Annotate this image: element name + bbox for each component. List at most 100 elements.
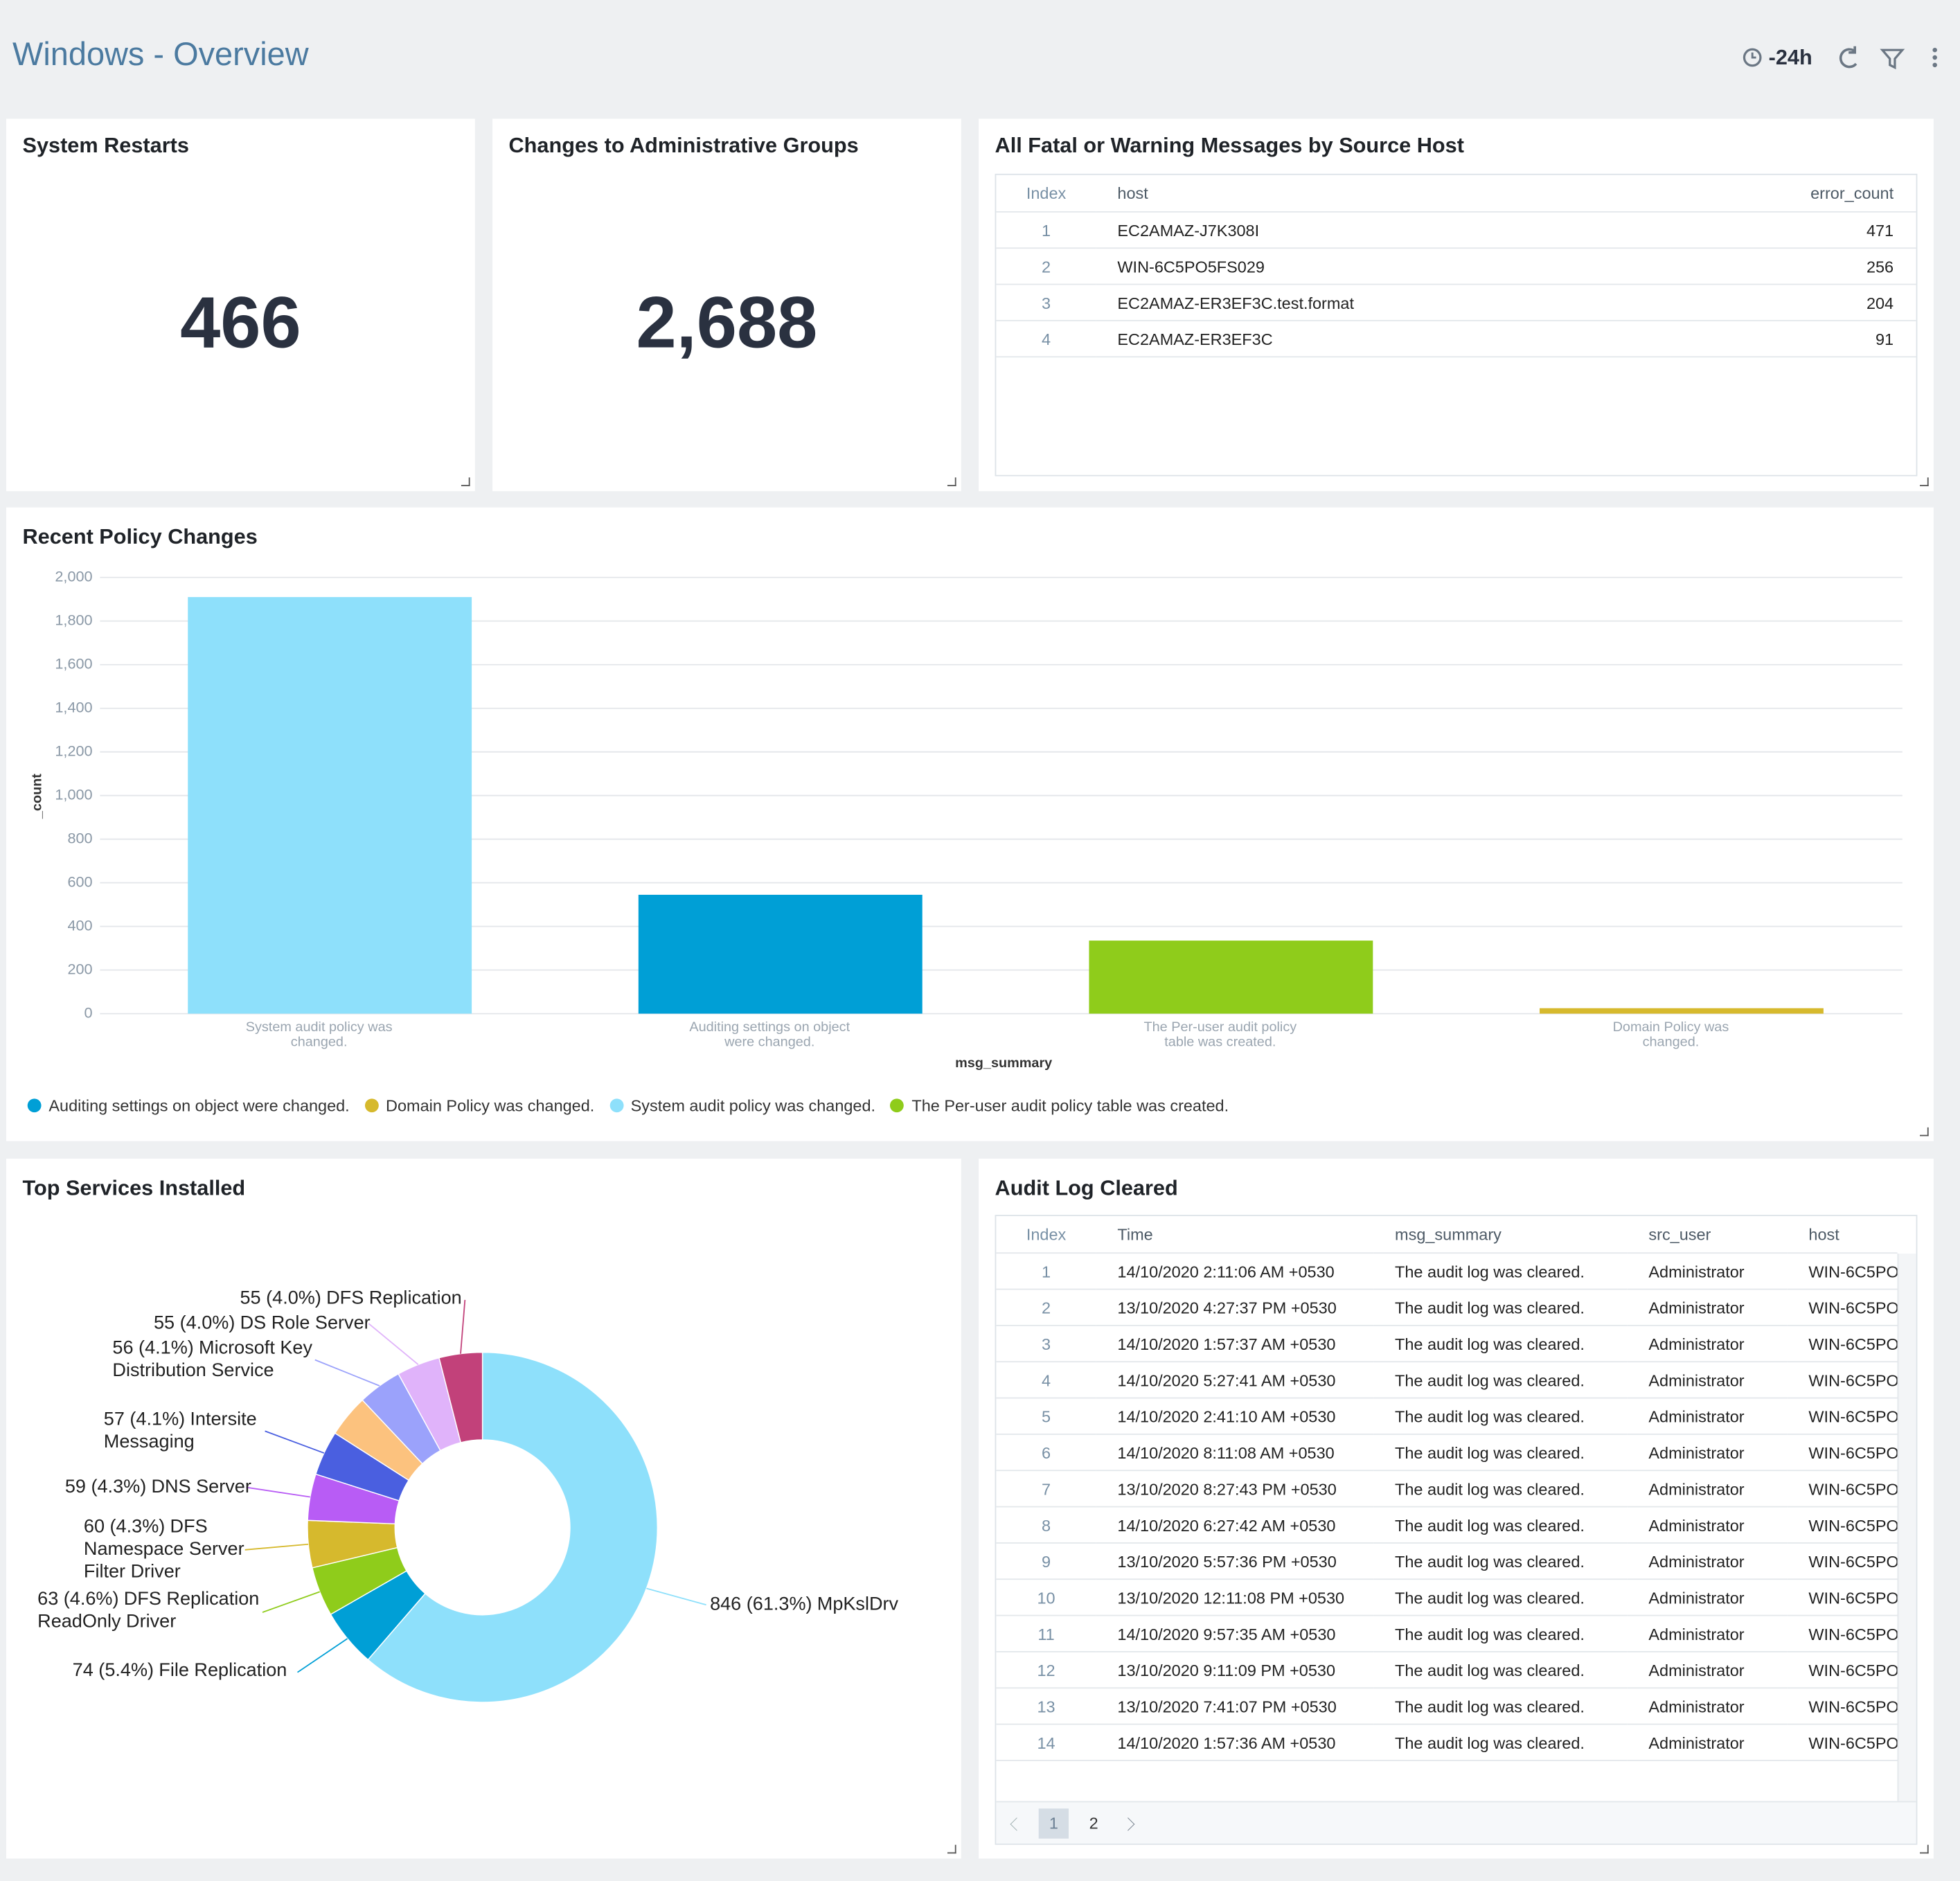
more-icon[interactable] xyxy=(1932,47,1937,68)
resize-handle[interactable] xyxy=(461,477,470,487)
table-cell: EC2AMAZ-J7K308I xyxy=(1096,211,1671,249)
slice-value: 74 (5.4%) xyxy=(72,1659,154,1682)
table-cell: 256 xyxy=(1671,248,1916,285)
leader-line xyxy=(262,1591,321,1613)
table-cell: Administrator xyxy=(1627,1398,1788,1435)
bar xyxy=(188,597,472,1014)
table-cell: WIN-6C5PO xyxy=(1787,1470,1898,1508)
time-range[interactable]: -24h xyxy=(1769,46,1812,69)
table-cell: 3 xyxy=(996,1325,1096,1363)
legend-swatch xyxy=(364,1098,379,1113)
table-cell: 471 xyxy=(1671,211,1916,249)
table-cell: Administrator xyxy=(1627,1688,1788,1725)
legend-item[interactable]: Domain Policy was changed. xyxy=(364,1096,594,1115)
resize-handle[interactable] xyxy=(947,1844,956,1854)
slice-value: 55 (4.0%) xyxy=(153,1312,235,1334)
y-axis-label: _count xyxy=(29,774,44,819)
column-header[interactable]: Index xyxy=(996,175,1096,212)
table-row: 9 13/10/2020 5:57:36 PM +0530 The audit lo… xyxy=(996,1542,1898,1580)
legend-swatch xyxy=(609,1098,623,1113)
table-row: 1 EC2AMAZ-J7K308I 471 xyxy=(996,211,1916,249)
page-number[interactable]: 2 xyxy=(1089,1813,1098,1833)
table-cell: 14/10/2020 5:27:41 AM +0530 xyxy=(1096,1362,1374,1399)
resize-handle[interactable] xyxy=(1920,1127,1929,1136)
leader-line xyxy=(646,1587,706,1606)
table-rows: 1 14/10/2020 2:11:06 AM +0530 The audit lo… xyxy=(996,1253,1898,1761)
table-cell: The audit log was cleared. xyxy=(1373,1289,1628,1326)
table-cell: The audit log was cleared. xyxy=(1373,1651,1628,1689)
table-row: 8 14/10/2020 6:27:42 AM +0530 The audit lo… xyxy=(996,1506,1898,1544)
table-cell: WIN-6C5PO5FS029 xyxy=(1096,248,1671,285)
leader-line xyxy=(460,1299,466,1354)
legend-label: The Per-user audit policy table was crea… xyxy=(911,1096,1229,1115)
stat-value: 466 xyxy=(180,282,301,364)
table-cell: 14/10/2020 2:41:10 AM +0530 xyxy=(1096,1398,1374,1435)
table-cell: 13/10/2020 9:11:09 PM +0530 xyxy=(1096,1651,1374,1689)
panel-title: Audit Log Cleared xyxy=(995,1176,1178,1200)
slice-value: 60 (4.3%) xyxy=(83,1516,166,1537)
column-header[interactable]: src_user xyxy=(1627,1215,1788,1254)
leader-line xyxy=(244,1543,309,1551)
next-page[interactable] xyxy=(1121,1817,1135,1830)
resize-handle[interactable] xyxy=(1920,1844,1929,1854)
table-body: 1 14/10/2020 2:11:06 AM +0530 The audit lo… xyxy=(996,1253,1916,1800)
table-cell: 14/10/2020 8:11:08 AM +0530 xyxy=(1096,1434,1374,1472)
legend-label: System audit policy was changed. xyxy=(630,1096,876,1115)
table-cell: 14/10/2020 1:57:36 AM +0530 xyxy=(1096,1724,1374,1761)
table-cell: 11 xyxy=(996,1615,1096,1652)
legend-swatch xyxy=(890,1098,905,1113)
slice-name: Intersite Messaging xyxy=(103,1408,257,1453)
legend-label: Domain Policy was changed. xyxy=(386,1096,595,1115)
column-header[interactable]: host xyxy=(1096,175,1671,212)
x-tick-label: Auditing settings on object were changed… xyxy=(689,1019,850,1050)
table-cell: Administrator xyxy=(1627,1325,1788,1363)
column-header[interactable]: Index xyxy=(996,1215,1096,1254)
legend-item[interactable]: System audit policy was changed. xyxy=(609,1096,875,1115)
table-row: 12 13/10/2020 9:11:09 PM +0530 The audit l… xyxy=(996,1651,1898,1689)
table-cell: Administrator xyxy=(1627,1253,1788,1290)
column-header[interactable]: host xyxy=(1787,1215,1898,1254)
slice-label: 55 (4.0%) DFS Replication xyxy=(240,1287,490,1310)
resize-handle[interactable] xyxy=(1920,477,1929,487)
slice-name: File Replication xyxy=(159,1659,287,1682)
bar xyxy=(638,894,923,1014)
scrollbar[interactable] xyxy=(1897,1254,1916,1801)
slice-name: Microsoft Key Distribution Service xyxy=(112,1337,313,1382)
table-cell: EC2AMAZ-ER3EF3C xyxy=(1096,320,1671,358)
column-header[interactable]: Time xyxy=(1096,1215,1374,1254)
table-rows: 1 EC2AMAZ-J7K308I 471 2 WIN-6C5PO5FS029 256 3 E… xyxy=(996,211,1916,358)
page-number[interactable]: 1 xyxy=(1038,1808,1069,1839)
table-cell: 14 xyxy=(996,1724,1096,1761)
legend-item[interactable]: Auditing settings on object were changed… xyxy=(27,1096,350,1115)
leader-line xyxy=(368,1323,419,1366)
table-cell: The audit log was cleared. xyxy=(1373,1398,1628,1435)
pie-slice xyxy=(367,1351,658,1703)
prev-page[interactable] xyxy=(1010,1817,1024,1830)
slice-value: 57 (4.1%) xyxy=(103,1408,186,1430)
dashboard-title: Windows - Overview xyxy=(12,35,309,73)
column-header[interactable]: error_count xyxy=(1671,175,1916,212)
table-cell: WIN-6C5PO xyxy=(1787,1398,1898,1435)
refresh-icon[interactable] xyxy=(1839,46,1857,69)
table-cell: The audit log was cleared. xyxy=(1373,1724,1628,1761)
table-cell: WIN-6C5PO xyxy=(1787,1325,1898,1363)
leader-line xyxy=(246,1486,310,1498)
resize-handle[interactable] xyxy=(947,477,956,487)
toolbar: -24h xyxy=(1743,46,1937,70)
clock-icon[interactable] xyxy=(1743,48,1762,67)
y-tick-label: 800 xyxy=(67,829,92,846)
table-row: 10 13/10/2020 12:11:08 PM +0530 The audit … xyxy=(996,1579,1898,1616)
table-cell: The audit log was cleared. xyxy=(1373,1325,1628,1363)
table-row: 2 13/10/2020 4:27:37 PM +0530 The audit lo… xyxy=(996,1289,1898,1326)
column-header[interactable]: msg_summary xyxy=(1373,1215,1628,1254)
table-row: 2 WIN-6C5PO5FS029 256 xyxy=(996,248,1916,285)
y-tick-label: 1,600 xyxy=(55,654,92,672)
legend-item[interactable]: The Per-user audit policy table was crea… xyxy=(890,1096,1229,1115)
table-cell: 13/10/2020 5:57:36 PM +0530 xyxy=(1096,1542,1374,1580)
table-cell: Administrator xyxy=(1627,1434,1788,1472)
filter-icon[interactable] xyxy=(1880,48,1905,70)
slice-label: 63 (4.6%) DFS Replication ReadOnly Driver xyxy=(37,1589,265,1634)
slice-label: 55 (4.0%) DS Role Server xyxy=(154,1312,404,1335)
